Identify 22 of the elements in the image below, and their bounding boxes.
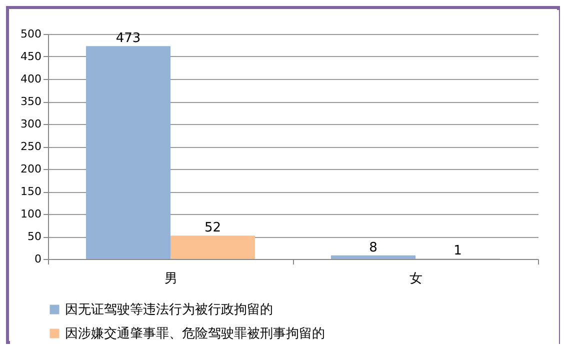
y-tick-label: 350 xyxy=(20,95,42,108)
bar xyxy=(86,46,170,259)
bar xyxy=(331,255,416,259)
y-tick-label: 0 xyxy=(34,252,42,266)
legend-label: 因涉嫌交通肇事罪、危险驾驶罪被刑事拘留的 xyxy=(65,326,325,342)
y-tick-label: 150 xyxy=(20,185,42,198)
data-label: 8 xyxy=(369,240,378,256)
y-tick-label: 500 xyxy=(20,28,42,40)
x-tick-label: 男 xyxy=(164,272,178,286)
data-label: 52 xyxy=(204,220,222,236)
legend-label: 因无证驾驶等违法行为被行政拘留的 xyxy=(65,302,273,318)
x-tick-label: 女 xyxy=(410,272,422,286)
y-tick-label: 200 xyxy=(20,162,42,176)
data-label: 473 xyxy=(116,31,141,46)
y-tick-label: 250 xyxy=(20,140,42,153)
y-tick-label: 450 xyxy=(20,50,42,63)
data-label: 1 xyxy=(454,244,462,259)
y-tick-label: 400 xyxy=(20,72,42,86)
y-tick-label: 300 xyxy=(20,118,42,130)
y-tick-label: 50 xyxy=(28,230,42,243)
y-tick-label: 100 xyxy=(20,208,42,220)
bar xyxy=(170,236,255,259)
